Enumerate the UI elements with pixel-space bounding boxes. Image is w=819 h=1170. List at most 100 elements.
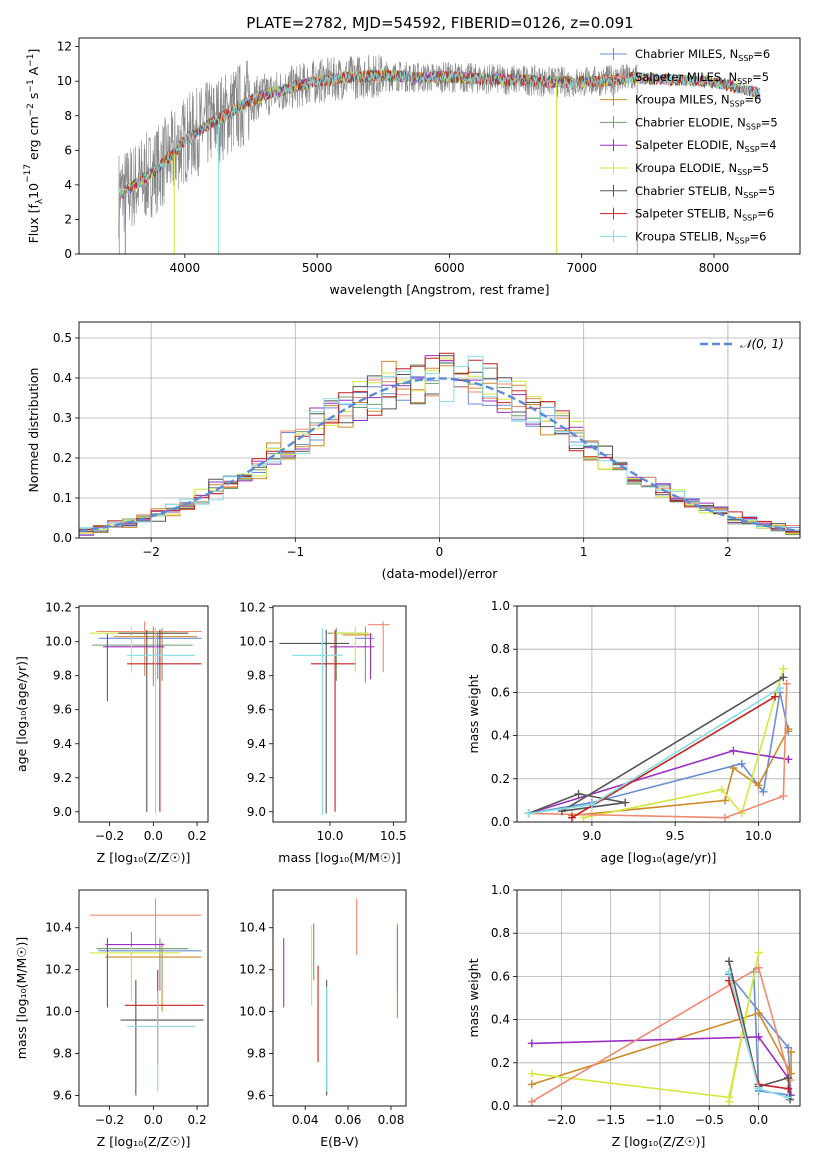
y-tick-label: 0.0: [53, 531, 72, 545]
mass-weight-line: [571, 728, 790, 817]
y-tick-label: 12: [57, 40, 72, 54]
x-tick-label: −0.2: [95, 1113, 124, 1127]
y-tick-label: 9.4: [53, 737, 72, 751]
legend-label-n: =6: [757, 207, 774, 221]
y-tick-label: 9.6: [247, 703, 266, 717]
x-tick-label: 0.0: [144, 1113, 163, 1127]
y-axis-label: mass weight: [466, 674, 481, 753]
mass-weight-marker: [784, 1073, 793, 1082]
x-axis-label: mass [log₁₀(M/M☉)]: [278, 850, 400, 865]
y-tick-label: 0: [64, 247, 72, 261]
mass-weight-marker: [754, 781, 763, 790]
legend-label-main: Salpeter STELIB, N: [635, 207, 742, 221]
mass-weight-marker: [527, 1069, 536, 1078]
y-tick-label: 9.8: [53, 669, 72, 683]
mass-weight-marker: [721, 813, 730, 822]
x-axis-label: E(B-V): [320, 1134, 359, 1149]
mass-weight-marker: [784, 1084, 793, 1093]
y-tick-label: 10.0: [45, 635, 72, 649]
y-tick-label: 1.0: [491, 599, 510, 613]
x-tick-label: 0.0: [749, 1113, 768, 1127]
legend-label-main: Chabrier STELIB, N: [635, 184, 743, 198]
y-tick-label: 10.0: [45, 1005, 72, 1019]
weight-vs-age-frame: [516, 605, 801, 823]
y-axis-label-part: s: [26, 93, 41, 104]
legend-label-sub: SSP: [738, 54, 753, 63]
x-tick-label: 0.08: [378, 1113, 405, 1127]
mass-weight-line: [531, 1012, 792, 1086]
mass-vs-ebv-axes: 0.04 0.06 0.08 9.6 9.8 10.0 10.2 10.4: [239, 921, 404, 1127]
y-axis-label: mass weight: [466, 958, 481, 1037]
y-tick-label: 10.0: [239, 635, 266, 649]
y-axis-label-part: −17: [23, 164, 33, 183]
legend-label-sub: SSP: [730, 100, 745, 109]
residuals-axes: −2 −1 0 1 2 0.0 0.1 0.2 0.3 0.4 0.5: [53, 322, 800, 559]
y-tick-label: 0.8: [491, 642, 510, 656]
mass-weight-line: [528, 687, 781, 815]
legend-label-main: Chabrier ELODIE, N: [635, 115, 746, 129]
legend-label-sub: SSP: [742, 214, 757, 223]
y-tick-label: 10.2: [45, 601, 72, 615]
y-axis-label: Flux [fλ10−17 erg cm−2 s−1 A−1]: [23, 49, 45, 244]
x-tick-label: 0.0: [144, 829, 163, 843]
x-axis-label: age [log₁₀(age/yr)]: [601, 850, 717, 865]
legend-entry-label: 𝒩(0, 1): [740, 337, 784, 351]
mass-vs-ebv-plot-area: [283, 898, 398, 1096]
mass-weight-marker: [621, 798, 630, 807]
x-tick-label: 0: [436, 545, 444, 559]
y-tick-label: 0.2: [491, 772, 510, 786]
age-vs-mass-axes: 10.0 10.5 9.0 9.2 9.4 9.6 9.8 10.0 10.2: [239, 601, 406, 843]
mass-weight-marker: [725, 1097, 734, 1106]
mass-weight-marker: [779, 673, 788, 682]
mass-vs-ebv-frame: [272, 889, 407, 1107]
x-tick-label: 10.0: [317, 829, 344, 843]
legend-label-n: =4: [760, 138, 777, 152]
legend-entry-label: Chabrier ELODIE, NSSP=5: [635, 115, 778, 131]
weight-vs-Z-frame: [516, 889, 801, 1107]
x-tick-label: 9.0: [582, 829, 601, 843]
y-tick-label: 9.4: [247, 737, 266, 751]
model-spectrum-line: [118, 69, 761, 200]
y-tick-label: 9.6: [247, 1089, 266, 1103]
y-axis-label: Normed distribution: [26, 368, 41, 493]
mass-weight-marker: [754, 1084, 763, 1093]
age-vs-mass-plot-area: [279, 621, 390, 816]
y-axis-label-part: erg cm: [26, 116, 41, 164]
y-tick-label: 0.6: [491, 685, 510, 699]
residuals-frame: [78, 321, 801, 539]
legend-label-main: Kroupa STELIB, N: [635, 229, 735, 243]
spectrum-frame: [78, 37, 801, 255]
mass-weight-marker: [754, 948, 763, 957]
y-tick-label: 9.2: [247, 771, 266, 785]
model-spectrum-line: [118, 70, 761, 200]
mass-weight-marker: [527, 1039, 536, 1048]
legend-label-n: =6: [750, 229, 767, 243]
y-axis-label: age [log₁₀(age/yr)]: [14, 656, 29, 772]
x-tick-label: 0.2: [188, 829, 207, 843]
mass-weight-marker: [574, 789, 583, 798]
mass-weight-marker: [759, 787, 768, 796]
x-tick-label: 0.04: [292, 1113, 319, 1127]
y-tick-label: 9.0: [247, 805, 266, 819]
y-tick-label: 0.6: [491, 969, 510, 983]
mass-weight-marker: [737, 759, 746, 768]
y-tick-label: 0.3: [53, 411, 72, 425]
y-tick-label: 0.1: [53, 491, 72, 505]
x-tick-label: −2: [142, 545, 160, 559]
mass-vs-Z-axes: −0.2 0.0 0.2 9.6 9.8 10.0 10.2 10.4: [45, 921, 206, 1127]
legend-entry-label: Salpeter STELIB, NSSP=6: [635, 207, 774, 223]
x-tick-label: 9.5: [666, 829, 685, 843]
y-tick-label: 0.8: [491, 926, 510, 940]
legend-entry-label: Chabrier STELIB, NSSP=5: [635, 184, 775, 200]
y-tick-label: 9.6: [53, 703, 72, 717]
y-tick-label: 10.0: [239, 1005, 266, 1019]
legend-label-sub: SSP: [743, 191, 758, 200]
mass-weight-line: [531, 952, 760, 1102]
y-tick-label: 9.8: [247, 1047, 266, 1061]
age-vs-mass-frame: [272, 605, 407, 823]
mass-weight-marker: [784, 1043, 793, 1052]
mass-weight-marker: [527, 1097, 536, 1106]
x-tick-label: 4000: [170, 261, 201, 275]
legend-label-sub: SSP: [746, 122, 761, 131]
mass-weight-marker: [779, 792, 788, 801]
